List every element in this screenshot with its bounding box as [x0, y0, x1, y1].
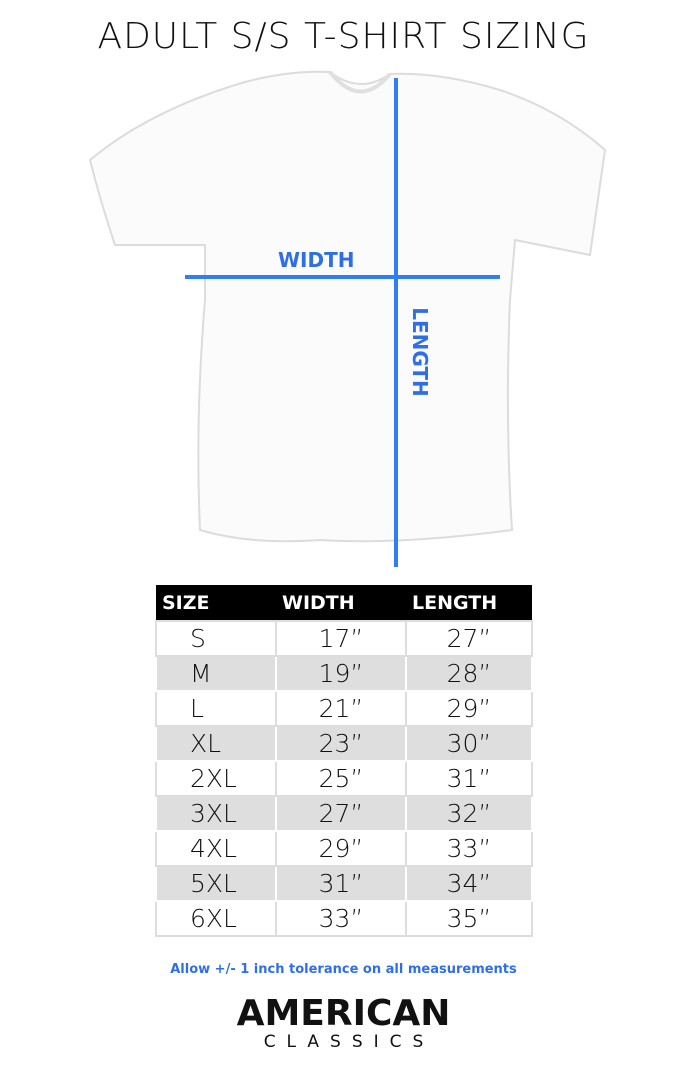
header-size: SIZE [156, 585, 276, 621]
width-cell: 17” [275, 620, 407, 657]
size-cell: XL [155, 725, 277, 762]
tolerance-note: Allow +/- 1 inch tolerance on all measur… [170, 962, 517, 977]
table-row: M 19” 28” [155, 655, 533, 692]
length-cell: 34” [405, 865, 533, 902]
width-cell: 25” [275, 760, 407, 797]
width-cell: 29” [275, 830, 407, 867]
width-cell: 23” [275, 725, 407, 762]
size-cell: 2XL [155, 760, 277, 797]
table-row: 2XL 25” 31” [155, 760, 533, 797]
length-cell: 27” [405, 620, 533, 657]
table-row: L 21” 29” [155, 690, 533, 727]
width-cell: 33” [275, 900, 407, 937]
american-classics-logo: AMERICAN CLASSICS [0, 993, 687, 1053]
tshirt-diagram [88, 70, 607, 567]
width-cell: 27” [275, 795, 407, 832]
width-cell: 19” [275, 655, 407, 692]
width-label: WIDTH [278, 248, 355, 272]
table-row: XL 23” 30” [155, 725, 533, 762]
tshirt-collar [328, 70, 392, 94]
table-row: 5XL 31” 34” [155, 865, 533, 902]
table-row: 4XL 29” 33” [155, 830, 533, 867]
width-cell: 21” [275, 690, 407, 727]
size-cell: 5XL [155, 865, 277, 902]
length-cell: 28” [405, 655, 533, 692]
header-length: LENGTH [406, 585, 532, 621]
length-cell: 29” [405, 690, 533, 727]
width-cell: 31” [275, 865, 407, 902]
size-table: SIZE WIDTH LENGTH S 17” 27” M 19” 28” L 21” 29” X… [155, 585, 533, 937]
size-cell: 3XL [155, 795, 277, 832]
logo-line2: CLASSICS [263, 1032, 435, 1052]
size-cell: S [155, 620, 277, 657]
page-title: ADULT S/S T-SHIRT SIZING [97, 16, 590, 57]
tshirt-shape [88, 70, 607, 543]
length-cell: 33” [405, 830, 533, 867]
table-row: 3XL 27” 32” [155, 795, 533, 832]
logo-line1: AMERICAN [236, 993, 451, 1034]
size-cell: 4XL [155, 830, 277, 867]
table-row: S 17” 27” [155, 620, 533, 657]
table-row: 6XL 33” 35” [155, 900, 533, 937]
header-width: WIDTH [276, 585, 406, 621]
length-label: LENGTH [408, 307, 432, 397]
size-cell: L [155, 690, 277, 727]
length-cell: 30” [405, 725, 533, 762]
length-cell: 31” [405, 760, 533, 797]
length-cell: 32” [405, 795, 533, 832]
length-cell: 35” [405, 900, 533, 937]
size-cell: M [155, 655, 277, 692]
size-cell: 6XL [155, 900, 277, 937]
